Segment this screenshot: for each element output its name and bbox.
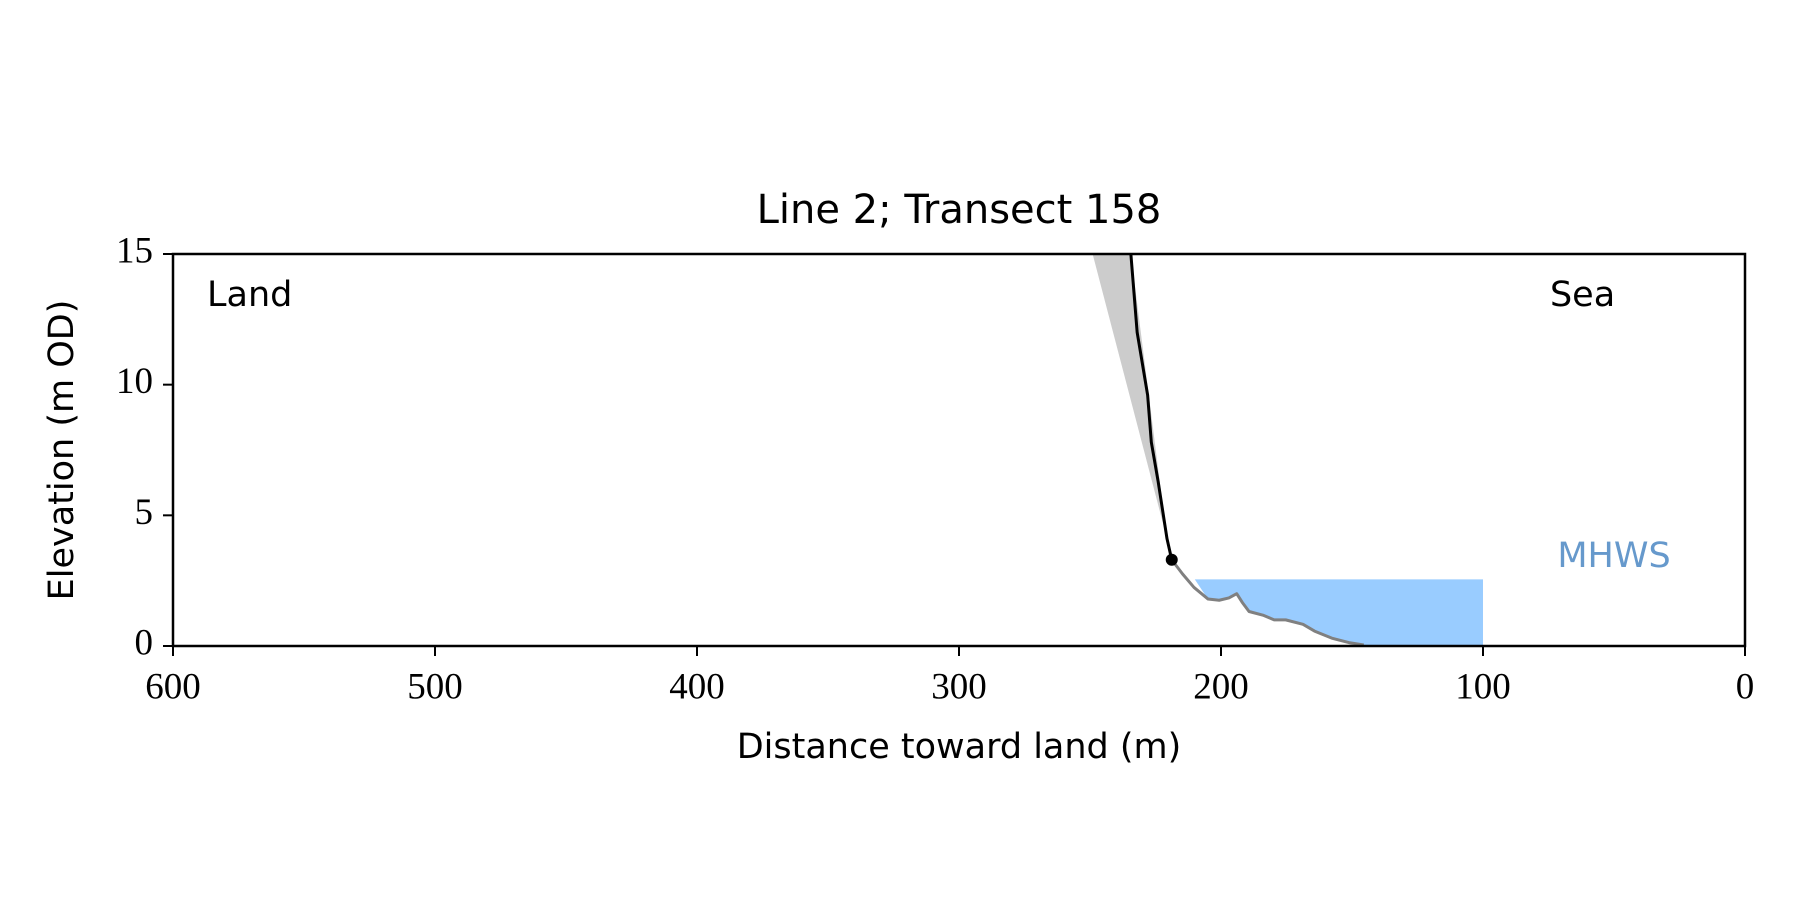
line-cliff [1129, 253, 1174, 561]
x-axis-label: Distance toward land (m) [737, 727, 1182, 767]
point [1165, 553, 1178, 566]
chart-title: Line 2; Transect 158 [757, 187, 1162, 233]
annotation: Land [207, 275, 292, 315]
x-tick-label: 100 [1455, 666, 1511, 707]
annotation: Sea [1550, 275, 1615, 315]
mhws-area [1194, 579, 1483, 646]
x-tick-label: 300 [931, 666, 987, 707]
y-tick-label: 0 [135, 622, 154, 663]
y-axis-label: Elevation (m OD) [42, 300, 82, 601]
x-tick-label: 200 [1193, 666, 1249, 707]
x-tick-label: 0 [1736, 666, 1755, 707]
y-tick-label: 5 [135, 492, 154, 533]
y-tick-label: 10 [116, 361, 153, 402]
plot-frame [171, 252, 1747, 648]
shaded-region [1092, 254, 1168, 539]
y-tick-label: 15 [116, 230, 153, 271]
line-beach [1170, 558, 1365, 647]
x-tick-label: 400 [669, 666, 725, 707]
x-tick-label: 600 [145, 666, 201, 707]
mhws-label: MHWS [1557, 536, 1670, 576]
x-tick-label: 500 [407, 666, 463, 707]
